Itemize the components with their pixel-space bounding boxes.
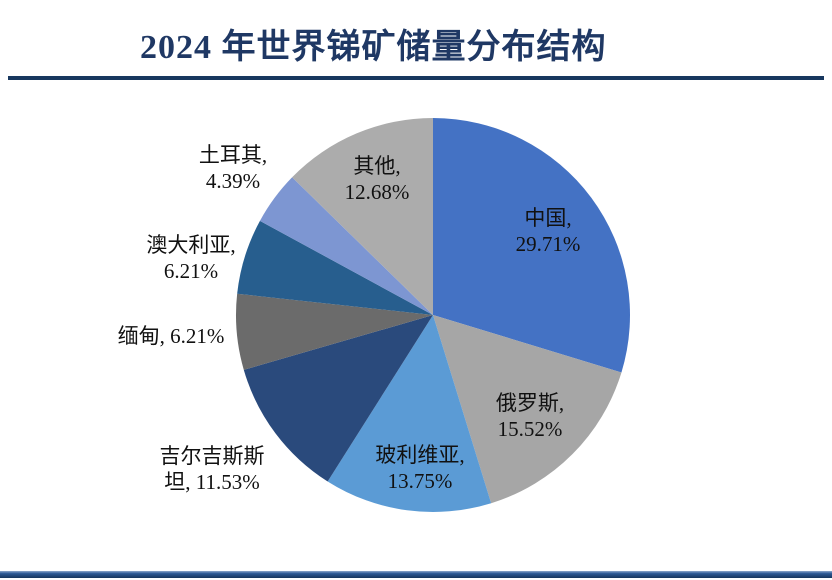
pie-slice-bolivia [327,315,492,513]
pie-label-myanmar: 缅甸, 6.21% [118,324,225,348]
footer-rule [0,571,832,578]
pie-slice-kyrgyzstan [243,315,433,482]
chart-title: 2024 年世界锑矿储量分布结构 [140,29,607,66]
pie-label-other: 其他, 12.68% [345,154,410,204]
title-underline-rule [8,76,824,80]
pie-slice-australia [237,220,433,315]
pie-slice-turkey [259,177,433,315]
pie-label-turkey: 土耳其, 4.39% [199,143,267,193]
pie-slice-russia [433,315,622,504]
pie-label-bolivia: 玻利维亚, 13.75% [375,443,464,493]
pie-label-kyrgyzstan: 吉尔吉斯斯坦, 11.53% [160,444,265,494]
pie-label-russia: 俄罗斯, 15.52% [496,391,564,441]
pie-label-china: 中国, 29.71% [516,206,581,256]
pie-slice-myanmar [236,293,433,370]
pie-label-australia: 澳大利亚, 6.21% [146,233,235,283]
pie-slice-china [433,118,631,373]
pie-slice-other [292,118,433,315]
